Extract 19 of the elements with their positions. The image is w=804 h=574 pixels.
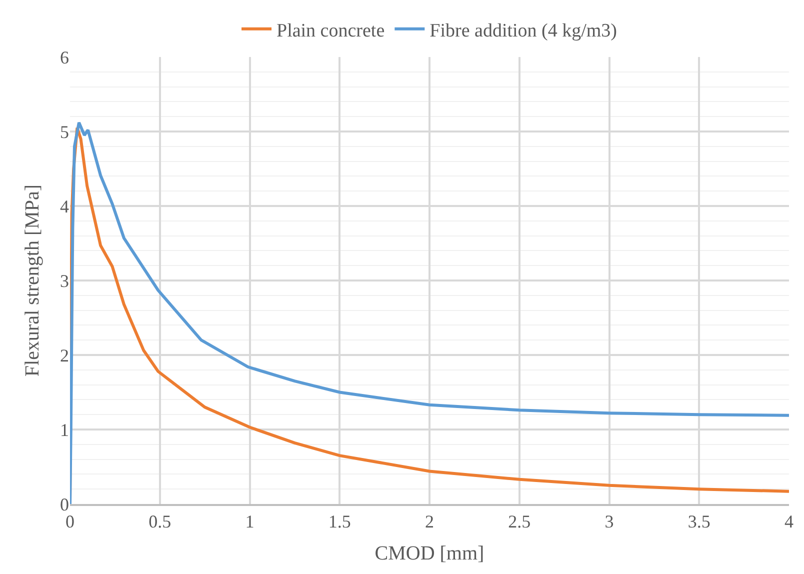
y-tick-label: 1 (60, 420, 69, 440)
x-tick-label: 1.5 (328, 512, 351, 532)
y-axis-title: Flexural strength [MPa] (22, 184, 44, 377)
x-tick-label: 0.5 (148, 512, 172, 532)
y-tick-label: 5 (60, 122, 69, 142)
x-tick-label: 3.5 (688, 512, 710, 532)
x-tick-label: 4 (784, 512, 794, 532)
y-tick-label: 2 (60, 345, 69, 366)
y-tick-label: 4 (60, 196, 69, 216)
y-tick-label: 3 (60, 270, 69, 291)
x-tick-label: 1 (245, 512, 254, 532)
legend-label: Fibre addition (4 kg/m3) (430, 20, 617, 42)
y-tick-label: 0 (60, 494, 69, 514)
x-axis-title: CMOD [mm] (374, 542, 484, 565)
x-tick-label: 3 (604, 512, 614, 532)
y-tick-label: 6 (60, 47, 69, 68)
legend-label: Plain concrete (276, 20, 385, 42)
x-tick-label: 2 (425, 512, 434, 532)
x-tick-label: 2.5 (508, 512, 531, 532)
